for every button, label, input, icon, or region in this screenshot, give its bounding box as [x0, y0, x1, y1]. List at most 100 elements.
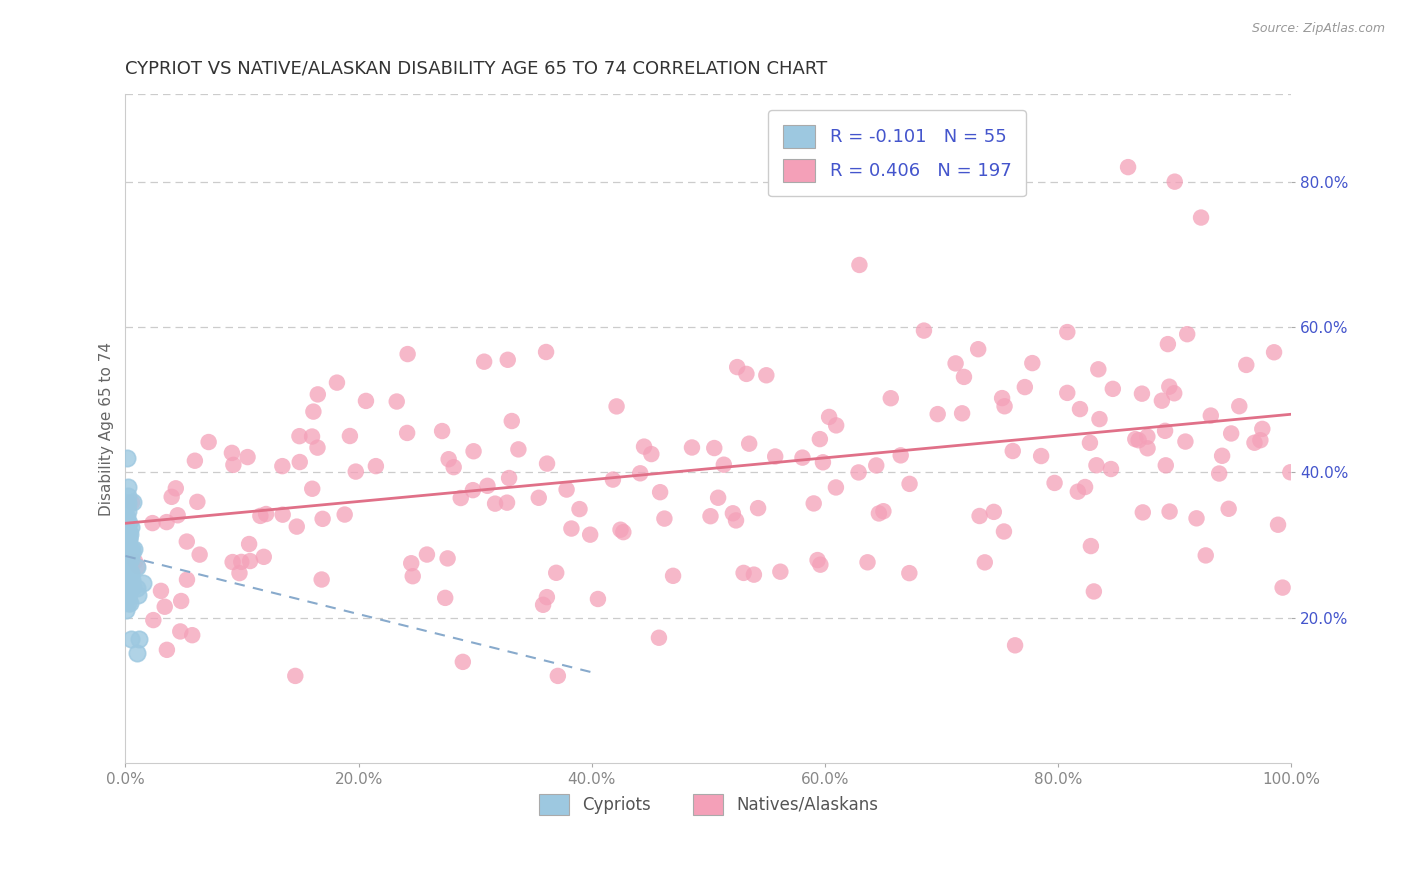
Point	[803, 496, 825, 510]
Point	[307, 441, 329, 455]
Point	[176, 573, 198, 587]
Point	[402, 569, 425, 583]
Point	[114, 566, 136, 580]
Point	[253, 549, 276, 564]
Point	[115, 591, 138, 606]
Point	[188, 548, 211, 562]
Point	[983, 505, 1005, 519]
Point	[125, 581, 148, 595]
Point	[160, 490, 183, 504]
Point	[856, 555, 879, 569]
Point	[1195, 549, 1218, 563]
Point	[484, 497, 506, 511]
Point	[117, 555, 139, 569]
Point	[114, 558, 136, 572]
Point	[1163, 386, 1185, 401]
Point	[967, 342, 990, 356]
Point	[531, 598, 554, 612]
Point	[118, 596, 141, 610]
Point	[430, 424, 453, 438]
Point	[508, 442, 530, 457]
Point	[311, 512, 333, 526]
Point	[176, 534, 198, 549]
Point	[496, 496, 519, 510]
Point	[153, 599, 176, 614]
Point	[609, 523, 631, 537]
Point	[1116, 160, 1139, 174]
Point	[1163, 175, 1185, 189]
Point	[169, 624, 191, 639]
Point	[1174, 434, 1197, 449]
Point	[1056, 385, 1078, 400]
Point	[120, 566, 142, 581]
Point	[115, 543, 138, 558]
Point	[118, 555, 141, 569]
Point	[1088, 412, 1111, 426]
Point	[186, 495, 208, 509]
Point	[1136, 429, 1159, 443]
Point	[181, 628, 204, 642]
Point	[612, 525, 634, 540]
Point	[117, 590, 139, 604]
Point	[1001, 444, 1024, 458]
Point	[124, 554, 146, 568]
Point	[546, 566, 568, 580]
Point	[555, 483, 578, 497]
Point	[132, 576, 155, 591]
Point	[755, 368, 778, 383]
Point	[120, 527, 142, 541]
Text: Source: ZipAtlas.com: Source: ZipAtlas.com	[1251, 22, 1385, 36]
Point	[115, 512, 138, 526]
Point	[122, 541, 145, 556]
Point	[703, 441, 725, 455]
Point	[945, 356, 967, 370]
Point	[1067, 484, 1090, 499]
Point	[825, 480, 848, 494]
Point	[1227, 399, 1250, 413]
Point	[120, 632, 142, 646]
Point	[912, 324, 935, 338]
Point	[738, 436, 761, 450]
Point	[115, 500, 138, 514]
Point	[606, 400, 628, 414]
Point	[747, 501, 769, 516]
Point	[725, 360, 748, 375]
Point	[463, 444, 485, 458]
Point	[1154, 424, 1177, 438]
Point	[115, 562, 138, 576]
Point	[339, 429, 361, 443]
Point	[1251, 422, 1274, 436]
Point	[344, 465, 367, 479]
Point	[117, 589, 139, 603]
Point	[228, 566, 250, 581]
Point	[307, 387, 329, 401]
Point	[118, 541, 141, 555]
Point	[197, 435, 219, 450]
Point	[950, 406, 973, 420]
Point	[769, 565, 792, 579]
Point	[1029, 449, 1052, 463]
Point	[1271, 581, 1294, 595]
Point	[650, 485, 672, 500]
Point	[416, 548, 439, 562]
Point	[568, 502, 591, 516]
Point	[118, 548, 141, 562]
Point	[1154, 458, 1177, 473]
Point	[221, 555, 243, 569]
Point	[149, 583, 172, 598]
Point	[437, 452, 460, 467]
Point	[125, 647, 148, 661]
Point	[271, 459, 294, 474]
Point	[872, 504, 894, 518]
Point	[1130, 386, 1153, 401]
Point	[806, 553, 828, 567]
Point	[721, 506, 744, 520]
Point	[115, 510, 138, 524]
Point	[648, 631, 671, 645]
Y-axis label: Disability Age 65 to 74: Disability Age 65 to 74	[100, 342, 114, 516]
Point	[733, 566, 755, 580]
Point	[117, 504, 139, 518]
Point	[536, 457, 558, 471]
Point	[121, 573, 143, 587]
Point	[1157, 337, 1180, 351]
